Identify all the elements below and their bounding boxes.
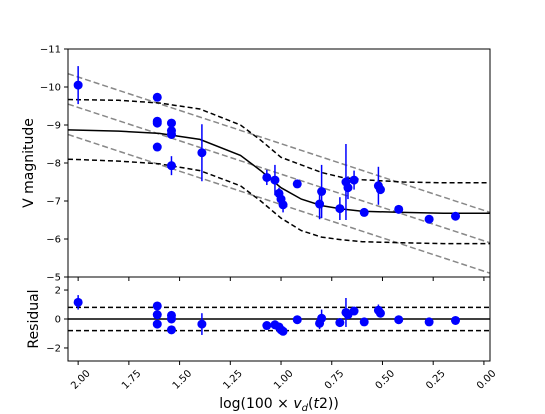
data-point-21: [343, 183, 353, 193]
residual-point-17: [335, 318, 345, 328]
data-point-27: [424, 214, 434, 224]
data-point-26: [394, 204, 404, 214]
data-point-2: [152, 92, 162, 102]
residual-point-8: [197, 319, 207, 329]
main-y-tick-label-5: −7: [46, 197, 61, 208]
fit-band-lower-line: [68, 158, 490, 245]
residual-point-25: [424, 317, 434, 327]
residual-point-13: [278, 326, 288, 336]
main-points: [73, 66, 461, 224]
residual-point-3: [152, 310, 162, 320]
data-point-12: [270, 175, 280, 185]
data-point-1: [73, 80, 83, 90]
data-point-18: [317, 187, 327, 196]
residual-point-16: [317, 313, 327, 323]
residual-point-7: [166, 325, 176, 335]
main-y-tick-label-7: −5: [46, 273, 61, 284]
main-y-ticks: −11 −10 −9 −8 −7 −6 −5: [40, 45, 68, 284]
linear-fit-line-1: [68, 72, 490, 214]
data-point-4: [152, 118, 162, 128]
main-plot-area: [68, 49, 490, 277]
main-y-tick-label-3: −9: [46, 121, 61, 132]
main-y-tick-label-2: −10: [40, 83, 61, 94]
residual-y-tick-label-3: −2: [46, 343, 61, 354]
data-point-22: [349, 175, 359, 185]
residual-point-6: [166, 314, 176, 324]
data-point-11: [262, 172, 272, 182]
data-point-28: [451, 211, 461, 221]
residual-y-axis-label: Residual: [26, 289, 42, 348]
main-y-axis-label: V magnitude: [21, 118, 37, 208]
x-axis-label: log(100 × vd(t2)): [219, 396, 339, 414]
data-point-15: [278, 200, 288, 210]
residual-point-4: [152, 319, 162, 329]
residual-point-23: [375, 308, 385, 318]
data-point-17: [315, 199, 325, 209]
fit-band-upper-line: [68, 98, 490, 184]
data-point-19: [335, 204, 345, 214]
main-panel: −11 −10 −9 −8 −7 −6 −5 V magnitude: [21, 45, 491, 284]
residual-point-2: [152, 301, 162, 311]
residual-point-1: [73, 297, 83, 307]
data-point-9: [166, 161, 176, 171]
residual-y-tick-label-2: 0: [55, 315, 61, 326]
residual-panel: 20−2 2.00 1.75 1.50 1.25 1.00 0.75 0.50 0.25 0.0…: [26, 276, 499, 414]
linear-fit-line-3: [68, 133, 490, 274]
data-point-25: [375, 185, 385, 195]
residual-point-21: [359, 317, 369, 327]
data-point-6: [166, 118, 176, 128]
residual-point-26: [451, 315, 461, 325]
residual-point-9: [262, 321, 272, 331]
residual-point-20: [349, 306, 359, 316]
data-point-16: [292, 179, 302, 189]
linear-fit-line-2: [68, 103, 490, 244]
residual-y-ticks: 2 0 −2: [46, 286, 68, 354]
residual-points: [73, 295, 461, 336]
data-point-5: [152, 142, 162, 152]
main-y-tick-label-6: −6: [46, 235, 61, 246]
data-point-23: [359, 207, 369, 217]
data-point-10: [197, 148, 207, 158]
residual-y-tick-label-1: 2: [55, 286, 61, 297]
residual-point-24: [394, 315, 404, 325]
main-y-tick-label-4: −8: [46, 159, 61, 170]
main-y-tick-label-1: −11: [40, 45, 61, 56]
data-point-8: [166, 130, 176, 139]
residual-point-14: [292, 315, 302, 325]
